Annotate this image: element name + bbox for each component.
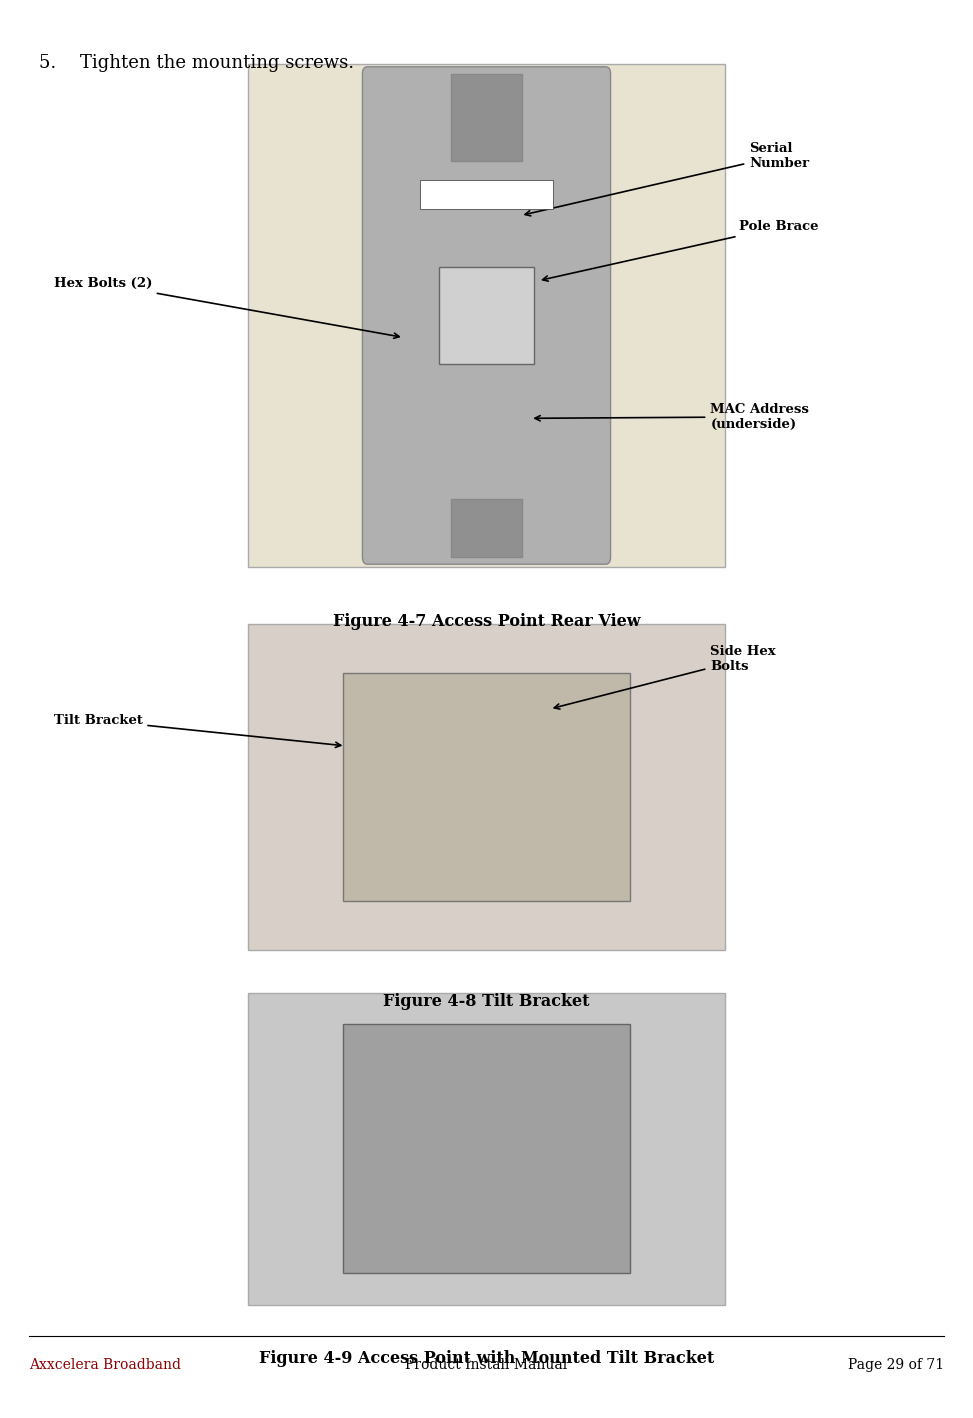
Text: Serial
Number: Serial Number — [525, 142, 810, 216]
Text: MAC Address
(underside): MAC Address (underside) — [535, 403, 810, 431]
Text: Page 29 of 71: Page 29 of 71 — [847, 1358, 944, 1373]
FancyBboxPatch shape — [248, 624, 725, 950]
FancyBboxPatch shape — [439, 267, 534, 364]
FancyBboxPatch shape — [362, 67, 611, 564]
FancyBboxPatch shape — [343, 672, 630, 902]
FancyBboxPatch shape — [248, 993, 725, 1305]
Text: Tilt Bracket: Tilt Bracket — [54, 713, 341, 747]
FancyBboxPatch shape — [343, 1024, 630, 1273]
Text: Figure 4-7 Access Point Rear View: Figure 4-7 Access Point Rear View — [333, 613, 640, 630]
Text: Figure 4-9 Access Point with Mounted Tilt Bracket: Figure 4-9 Access Point with Mounted Til… — [259, 1350, 714, 1367]
FancyBboxPatch shape — [248, 64, 725, 567]
FancyBboxPatch shape — [450, 74, 523, 160]
Text: Figure 4-8 Tilt Bracket: Figure 4-8 Tilt Bracket — [383, 993, 590, 1010]
Text: Product Install Manual: Product Install Manual — [406, 1358, 567, 1373]
Text: 5.  Tighten the mounting screws.: 5. Tighten the mounting screws. — [39, 54, 354, 72]
Text: Hex Bolts (2): Hex Bolts (2) — [54, 277, 399, 339]
FancyBboxPatch shape — [419, 180, 554, 210]
Text: Pole Brace: Pole Brace — [543, 220, 819, 281]
FancyBboxPatch shape — [450, 499, 523, 557]
Text: Axxcelera Broadband: Axxcelera Broadband — [29, 1358, 181, 1373]
Text: Side Hex
Bolts: Side Hex Bolts — [555, 645, 775, 709]
